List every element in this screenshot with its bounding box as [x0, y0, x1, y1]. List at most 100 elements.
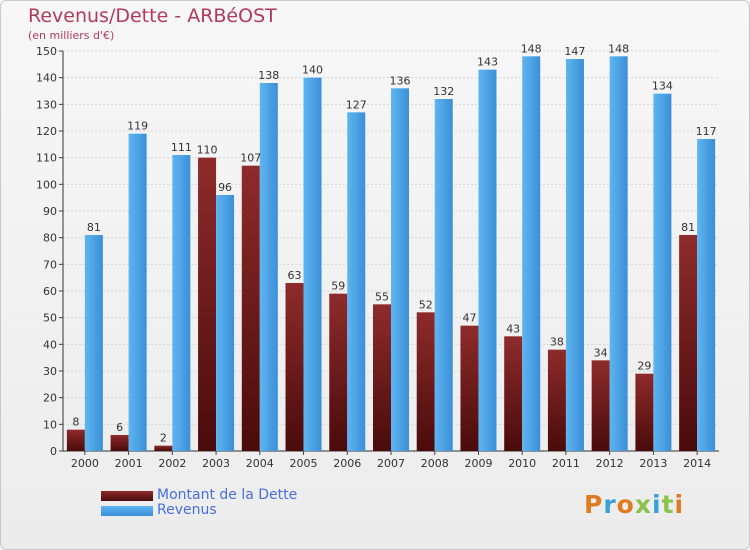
y-tick-label: 120: [36, 125, 57, 138]
y-tick-label: 70: [43, 258, 57, 271]
bar-debt-value-label: 6: [116, 421, 123, 434]
bar-debt-value-label: 110: [197, 144, 218, 157]
bar-debt: [460, 325, 479, 451]
bar-revenus: [653, 93, 672, 452]
bar-debt-value-label: 47: [462, 312, 476, 325]
bar-revenus: [216, 195, 235, 451]
x-tick-label: 2003: [202, 457, 230, 470]
logo-letter: i: [652, 490, 662, 519]
bar-revenus: [391, 88, 409, 451]
bar-revenus-value-label: 140: [302, 64, 323, 77]
y-tick-label: 50: [43, 312, 57, 325]
x-tick-label: 2008: [421, 457, 449, 470]
y-tick-label: 60: [43, 285, 57, 298]
proxiti-logo: Proxiti: [584, 490, 684, 519]
chart-title: Revenus/Dette - ARBéOST: [28, 5, 277, 27]
legend-label-debt: Montant de la Dette: [157, 487, 298, 503]
x-tick-label: 2005: [290, 457, 318, 470]
bar-revenus: [172, 155, 191, 451]
bar-debt-value-label: 8: [72, 416, 79, 429]
bar-revenus: [259, 83, 278, 451]
x-tick-label: 2009: [464, 457, 492, 470]
bar-revenus: [303, 77, 322, 452]
logo-letter: o: [616, 490, 635, 519]
logo-letter: r: [603, 490, 617, 519]
bar-debt: [241, 165, 260, 451]
y-tick-label: 10: [43, 418, 57, 431]
y-tick-label: 100: [36, 178, 57, 191]
bar-revenus: [478, 69, 497, 452]
bar-debt: [416, 312, 435, 451]
y-tick-label: 110: [36, 152, 57, 165]
bar-revenus-value-label: 148: [521, 42, 542, 55]
bar-debt: [635, 373, 654, 451]
legend-swatch-revenus: [101, 506, 153, 516]
x-tick-label: 2004: [246, 457, 274, 470]
bar-debt: [373, 304, 391, 451]
bar-debt: [285, 283, 304, 451]
bar-revenus-value-label: 117: [696, 125, 717, 138]
bar-revenus: [434, 99, 453, 451]
bar-revenus: [128, 133, 147, 451]
x-tick-label: 2000: [71, 457, 99, 470]
bar-revenus-value-label: 148: [608, 42, 629, 55]
x-tick-label: 2012: [596, 457, 624, 470]
bar-revenus: [565, 59, 584, 451]
bar-revenus-value-label: 111: [171, 141, 192, 154]
x-tick-label: 2010: [508, 457, 536, 470]
y-tick-label: 80: [43, 232, 57, 245]
bar-debt: [110, 435, 129, 451]
y-tick-label: 150: [36, 45, 57, 58]
bar-debt: [591, 360, 610, 451]
bar-revenus-value-label: 143: [477, 56, 498, 69]
bar-debt-value-label: 34: [594, 346, 608, 359]
bar-revenus-value-label: 96: [218, 181, 232, 194]
y-tick-label: 0: [50, 445, 57, 458]
legend-label-revenus: Revenus: [157, 502, 217, 518]
bar-debt-value-label: 59: [331, 280, 345, 293]
x-tick-label: 2011: [552, 457, 580, 470]
y-tick-label: 140: [36, 72, 57, 85]
bar-debt: [154, 445, 173, 451]
bar-debt-value-label: 55: [375, 290, 389, 303]
bar-revenus: [522, 56, 541, 451]
bar-debt-value-label: 52: [419, 298, 433, 311]
y-tick-label: 30: [43, 365, 57, 378]
x-tick-label: 2013: [639, 457, 667, 470]
bar-revenus-value-label: 134: [652, 80, 673, 93]
bar-revenus: [609, 56, 628, 451]
bar-revenus-value-label: 127: [346, 98, 367, 111]
bar-revenus-value-label: 81: [87, 221, 101, 234]
logo-letter: P: [584, 490, 604, 519]
bar-debt: [66, 429, 85, 451]
bar-debt-value-label: 43: [506, 322, 520, 335]
bar-debt-value-label: 38: [550, 336, 564, 349]
y-tick-label: 20: [43, 392, 57, 405]
bar-debt-value-label: 2: [160, 432, 167, 445]
logo-letter: i: [674, 490, 685, 519]
bar-revenus-value-label: 132: [433, 85, 454, 98]
bar-revenus: [697, 139, 716, 451]
bar-debt: [329, 293, 348, 451]
legend-swatch-debt: [101, 491, 153, 501]
x-tick-label: 2001: [115, 457, 143, 470]
bar-debt: [547, 349, 566, 451]
x-tick-label: 2006: [333, 457, 361, 470]
bar-revenus-value-label: 136: [390, 74, 411, 87]
bar-revenus-value-label: 147: [564, 45, 585, 58]
chart-subtitle: (en milliers d'€): [28, 29, 115, 42]
logo-letter: t: [661, 490, 675, 519]
bar-debt-value-label: 81: [681, 221, 695, 234]
bar-debt-value-label: 63: [288, 269, 302, 282]
bar-revenus-value-label: 119: [127, 120, 148, 133]
y-tick-label: 90: [43, 205, 57, 218]
bar-debt-value-label: 29: [637, 360, 651, 373]
bar-revenus: [347, 112, 366, 451]
x-tick-label: 2014: [683, 457, 711, 470]
bar-revenus-value-label: 138: [258, 69, 279, 82]
bar-debt: [504, 336, 523, 451]
y-tick-label: 130: [36, 98, 57, 111]
bar-debt: [198, 157, 217, 451]
